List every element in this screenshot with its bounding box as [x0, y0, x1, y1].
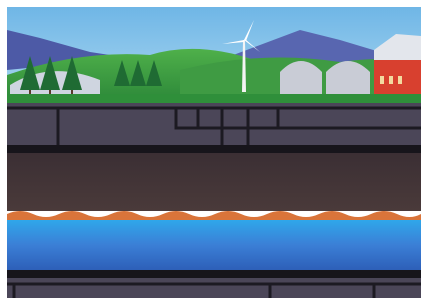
illustration [0, 0, 428, 304]
soil-layer [7, 153, 421, 211]
scene [7, 7, 421, 298]
aquifer [7, 220, 421, 270]
rock-seam [7, 145, 421, 153]
ground-layer [7, 278, 421, 298]
page [0, 0, 428, 304]
grass [7, 94, 421, 103]
rock-seam [7, 270, 421, 278]
